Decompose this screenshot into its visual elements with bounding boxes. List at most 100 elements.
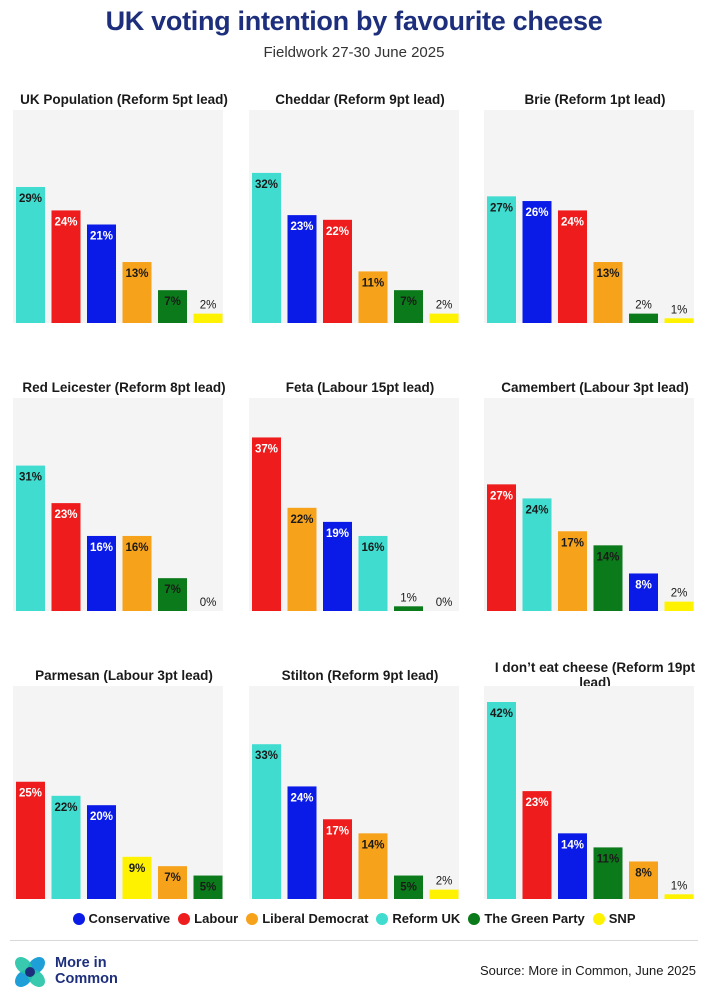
data-label: 16%	[361, 542, 384, 554]
data-label: 21%	[90, 231, 113, 243]
data-label: 22%	[290, 514, 313, 526]
bar-snp	[664, 894, 694, 899]
bar-reform-uk	[51, 795, 81, 899]
legend-label: The Green Party	[484, 911, 585, 926]
bar-liberal-democrat	[629, 861, 658, 899]
data-label: 7%	[164, 584, 181, 596]
data-label: 23%	[290, 221, 313, 233]
chart-panel: Parmesan (Labour 3pt lead) 25% 22% 20% 9% 7% 5…	[13, 0, 235, 1000]
data-label: 29%	[19, 193, 42, 205]
legend-swatch	[376, 912, 389, 925]
bar-labour	[487, 484, 516, 611]
panel-title: Brie (Reform 1pt lead)	[524, 92, 666, 107]
bar-snp	[664, 318, 694, 323]
panel-title: UK Population (Reform 5pt lead)	[20, 92, 228, 107]
panel-plot: 31% 23% 16% 16% 7% 0%	[13, 398, 223, 611]
panel-plot: 27% 24% 17% 14% 8% 2%	[484, 398, 694, 611]
bar-snp	[122, 856, 152, 899]
legend-item: Labour	[178, 911, 238, 926]
bar-the-green-party	[193, 875, 223, 899]
plot-background	[484, 398, 694, 611]
data-label: 27%	[490, 490, 513, 502]
bar-labour	[252, 437, 281, 611]
data-label: 27%	[490, 202, 513, 214]
bar-conservative	[287, 786, 317, 899]
panel-title: Red Leicester (Reform 8pt lead)	[22, 380, 226, 395]
data-label: 0%	[200, 597, 217, 609]
data-label: 5%	[200, 882, 217, 894]
chart-panel: Cheddar (Reform 9pt lead) 32% 23% 22% 11% 7% 2…	[249, 0, 471, 1000]
bar-reform-uk	[522, 498, 552, 611]
legend-item: SNP	[592, 911, 636, 926]
data-label: 1%	[671, 880, 688, 892]
legend-swatch	[178, 912, 191, 925]
data-label: 8%	[635, 579, 652, 591]
legend-swatch	[468, 912, 481, 925]
data-label: 1%	[671, 304, 688, 316]
legend-swatch	[246, 912, 259, 925]
data-label: 32%	[255, 179, 278, 191]
data-label: 1%	[400, 592, 417, 604]
data-label: 19%	[326, 528, 349, 540]
data-label: 31%	[19, 472, 42, 484]
legend-label: Liberal Democrat	[262, 911, 369, 926]
bar-reform-uk	[252, 172, 281, 323]
panel-plot: 25% 22% 20% 9% 7% 5%	[13, 686, 223, 899]
data-label: 8%	[635, 867, 652, 879]
source-note: Source: More in Common, June 2025	[479, 963, 696, 978]
data-label: 22%	[54, 802, 77, 814]
bar-reform-uk	[16, 465, 45, 611]
panel-title: Camembert (Labour 3pt lead)	[501, 380, 689, 395]
chart-subtitle: Fieldwork 27-30 June 2025	[263, 44, 445, 61]
data-label: 20%	[90, 811, 113, 823]
bar-labour	[51, 503, 81, 611]
plot-background	[13, 110, 223, 323]
data-label: 42%	[490, 708, 513, 720]
bar-the-green-party	[394, 606, 423, 611]
panel-plot: 37% 22% 19% 16% 1% 0%	[249, 398, 459, 611]
data-label: 2%	[436, 300, 453, 312]
legend-label: Labour	[194, 911, 239, 926]
panel-title: Feta (Labour 15pt lead)	[285, 380, 435, 395]
plot-background	[484, 686, 694, 899]
legend-item: The Green Party	[468, 911, 585, 926]
data-label: 25%	[19, 788, 42, 800]
bar-labour	[323, 819, 352, 899]
bar-conservative	[87, 224, 116, 323]
chart-panel: Camembert (Labour 3pt lead) 27% 24% 17% 14% 8…	[484, 0, 706, 1000]
bar-conservative	[287, 215, 317, 323]
data-label: 13%	[125, 268, 148, 280]
bar-snp	[429, 889, 459, 899]
panel-plot: 33% 24% 17% 14% 5% 2%	[249, 686, 459, 899]
legend-item: Reform UK	[376, 911, 460, 926]
panel-title: Cheddar (Reform 9pt lead)	[275, 92, 445, 107]
bar-liberal-democrat	[593, 262, 623, 323]
data-label: 26%	[525, 207, 548, 219]
data-label: 2%	[671, 588, 688, 600]
panel-title: Parmesan (Labour 3pt lead)	[35, 668, 213, 683]
bar-conservative	[87, 805, 116, 899]
data-label: 9%	[129, 863, 146, 875]
bar-reform-uk	[252, 744, 281, 899]
logo-wordmark: More in Common	[55, 955, 118, 987]
bar-the-green-party	[593, 545, 623, 611]
bar-the-green-party	[158, 578, 187, 611]
bar-labour	[16, 781, 45, 899]
bar-snp	[429, 313, 459, 323]
data-label: 24%	[54, 216, 77, 228]
data-label: 37%	[255, 443, 278, 455]
data-label: 14%	[561, 839, 584, 851]
panel-plot: 42% 23% 14% 11% 8% 1%	[484, 686, 694, 899]
bar-labour	[323, 219, 352, 323]
data-label: 33%	[255, 750, 278, 762]
data-label: 24%	[561, 216, 584, 228]
bar-liberal-democrat	[358, 271, 388, 323]
legend-label: Conservative	[88, 911, 171, 926]
bar-the-green-party	[629, 313, 658, 323]
legend-swatch	[592, 912, 605, 925]
data-label: 24%	[290, 792, 313, 804]
panel-plot: 27% 26% 24% 13% 2% 1%	[484, 110, 694, 323]
data-label: 24%	[525, 504, 548, 516]
plot-background	[249, 686, 459, 899]
plot-background	[484, 110, 694, 323]
